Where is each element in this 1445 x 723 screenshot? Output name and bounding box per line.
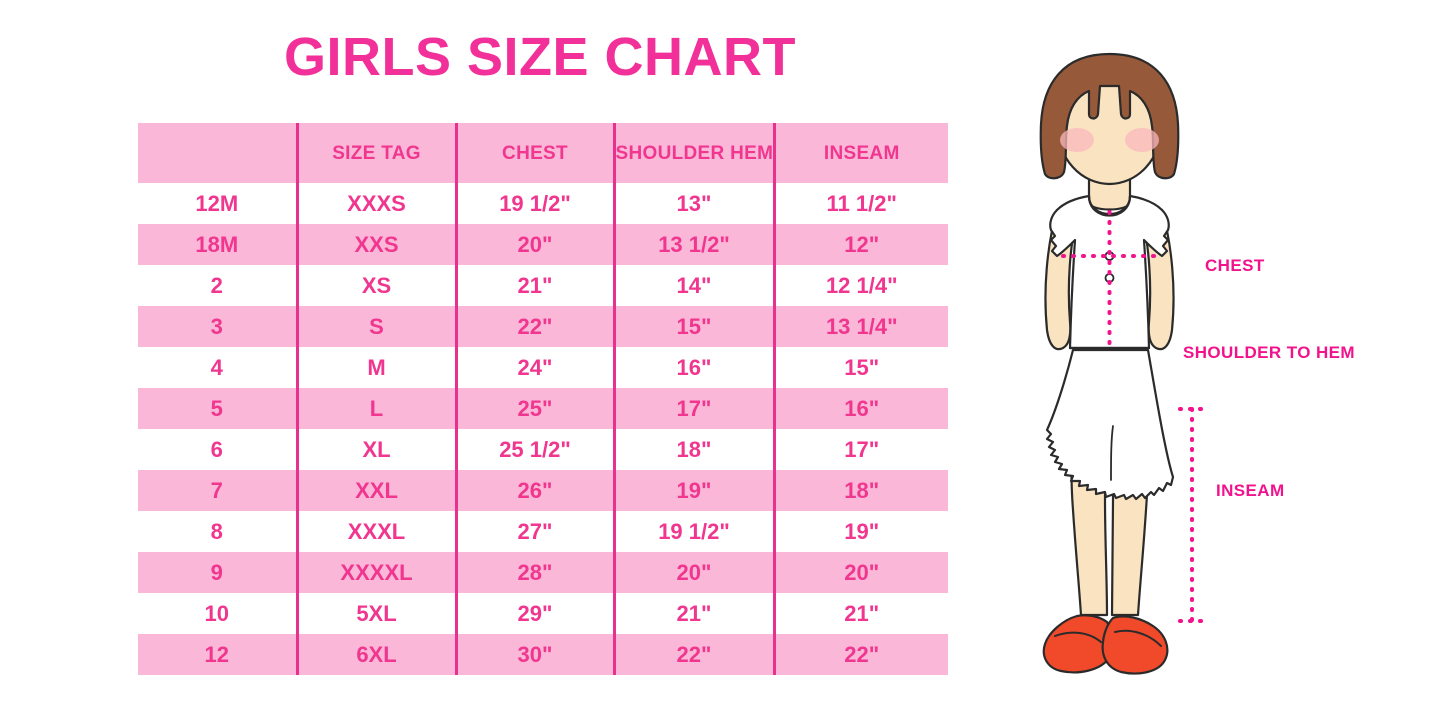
table-row: 9 XXXXL 28" 20" 20" [138,552,948,593]
cell-inseam: 12" [772,224,948,265]
left-cheek-blush [1060,128,1094,152]
inseam-measure-label: INSEAM [1216,481,1285,500]
cell-inseam: 18" [772,470,948,511]
column-header-inseam: INSEAM [772,123,948,183]
cell-shoulder-hem: 20" [612,552,774,593]
cell-size: 9 [138,552,297,593]
cell-inseam: 22" [772,634,948,675]
cell-size-tag: XL [295,429,456,470]
left-shoe-strap [1054,631,1102,643]
cell-size-tag: XXXXL [295,552,456,593]
cell-size: 6 [138,429,297,470]
cell-size-tag: XS [295,265,456,306]
cell-chest: 30" [454,634,614,675]
cell-size: 7 [138,470,297,511]
cell-size: 12M [138,183,297,224]
cell-inseam: 13 1/4" [772,306,948,347]
cell-size: 3 [138,306,297,347]
cell-shoulder-hem: 19 1/2" [612,511,774,552]
column-header-chest: CHEST [454,123,614,183]
cell-shoulder-hem: 13" [612,183,774,224]
cell-shoulder-hem: 17" [612,388,774,429]
cell-size: 10 [138,593,297,634]
table-row: 12 6XL 30" 22" 22" [138,634,948,675]
table-header-row: SIZE TAG CHEST SHOULDER HEM INSEAM [138,123,948,183]
size-chart-table: SIZE TAG CHEST SHOULDER HEM INSEAM 12M X… [138,123,948,675]
table-header: SIZE TAG CHEST SHOULDER HEM INSEAM [138,123,948,183]
cell-inseam: 15" [772,347,948,388]
cell-chest: 20" [454,224,614,265]
size-chart-table-container: SIZE TAG CHEST SHOULDER HEM INSEAM 12M X… [138,123,948,675]
cell-size-tag: XXXL [295,511,456,552]
neckline [1087,194,1132,217]
table-row: 18M XXS 20" 13 1/2" 12" [138,224,948,265]
cell-size-tag: L [295,388,456,429]
page-title: GIRLS SIZE CHART [283,27,796,87]
cell-inseam: 11 1/2" [772,183,948,224]
cell-shoulder-hem: 19" [612,470,774,511]
table-row: 5 L 25" 17" 16" [138,388,948,429]
inseam-measure-bracket [1178,407,1206,623]
cell-size: 5 [138,388,297,429]
cell-size-tag: XXXS [295,183,456,224]
cell-chest: 25" [454,388,614,429]
cell-shoulder-hem: 21" [612,593,774,634]
cell-chest: 29" [454,593,614,634]
cell-shoulder-hem: 13 1/2" [612,224,774,265]
cell-chest: 22" [454,306,614,347]
cell-size-tag: 5XL [295,593,456,634]
chest-measure-label: CHEST [1205,256,1265,275]
cell-size-tag: XXL [295,470,456,511]
bloomer-center-seam [1110,425,1114,481]
cell-size: 4 [138,347,297,388]
cell-size: 18M [138,224,297,265]
bloomers [1045,348,1175,501]
cell-shoulder-hem: 15" [612,306,774,347]
column-header-size-tag: SIZE TAG [295,123,456,183]
cell-shoulder-hem: 14" [612,265,774,306]
column-header-size [138,123,297,183]
cell-inseam: 16" [772,388,948,429]
cell-size-tag: M [295,347,456,388]
right-shoe [1101,615,1169,675]
cell-size: 8 [138,511,297,552]
cell-inseam: 20" [772,552,948,593]
cell-chest: 26" [454,470,614,511]
cell-inseam: 19" [772,511,948,552]
cell-chest: 21" [454,265,614,306]
cell-chest: 28" [454,552,614,593]
table-body: 12M XXXS 19 1/2" 13" 11 1/2" 18M XXS 20"… [138,183,948,675]
cell-size-tag: 6XL [295,634,456,675]
shoulder-to-hem-measure-label: SHOULDER TO HEM [1183,343,1355,362]
cell-chest: 27" [454,511,614,552]
table-row: 2 XS 21" 14" 12 1/4" [138,265,948,306]
left-shoe [1042,614,1114,674]
table-row: 10 5XL 29" 21" 21" [138,593,948,634]
cell-size-tag: S [295,306,456,347]
girl-figure-illustration [985,40,1225,690]
cell-size-tag: XXS [295,224,456,265]
cell-shoulder-hem: 18" [612,429,774,470]
table-row: 6 XL 25 1/2" 18" 17" [138,429,948,470]
column-header-shoulder-hem: SHOULDER HEM [612,123,774,183]
cell-chest: 19 1/2" [454,183,614,224]
cell-chest: 24" [454,347,614,388]
cell-shoulder-hem: 16" [612,347,774,388]
cell-chest: 25 1/2" [454,429,614,470]
cell-size: 2 [138,265,297,306]
table-row: 3 S 22" 15" 13 1/4" [138,306,948,347]
cell-size: 12 [138,634,297,675]
table-row: 4 M 24" 16" 15" [138,347,948,388]
cell-inseam: 17" [772,429,948,470]
right-shoe-strap [1114,629,1162,647]
cell-inseam: 12 1/4" [772,265,948,306]
cell-shoulder-hem: 22" [612,634,774,675]
right-cheek-blush [1125,128,1159,152]
table-row: 8 XXXL 27" 19 1/2" 19" [138,511,948,552]
table-row: 12M XXXS 19 1/2" 13" 11 1/2" [138,183,948,224]
hair [1039,52,1180,180]
table-row: 7 XXL 26" 19" 18" [138,470,948,511]
cell-inseam: 21" [772,593,948,634]
